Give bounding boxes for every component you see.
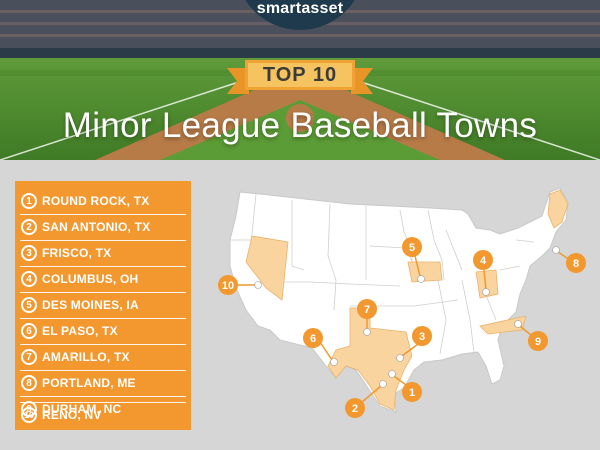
baseball-icon: [254, 281, 262, 289]
top-ten-label: TOP 10: [245, 60, 355, 90]
city-name: DURHAM, NC: [42, 402, 122, 416]
divider: [20, 344, 186, 345]
marker-label: 10: [222, 280, 234, 292]
marker-label: 1: [409, 387, 415, 399]
brand-name: smartasset: [256, 0, 344, 17]
marker-durham: 9: [514, 320, 548, 351]
marker-badge: [218, 275, 238, 295]
baseball-icon: [396, 354, 404, 362]
city-name: EL PASO, TX: [42, 324, 118, 338]
rank-number: 4: [21, 271, 37, 287]
ranking-item: 7 AMARILLO, TX: [21, 347, 185, 367]
baseball-icon: [482, 288, 490, 296]
city-name: RENO, NV: [42, 408, 102, 422]
us-mainland: [229, 187, 569, 413]
rank-number: 8: [21, 375, 37, 391]
ranking-item: 1 ROUND ROCK, TX: [21, 191, 185, 211]
marker-reno: 10: [218, 275, 262, 295]
ranking-item: 4 COLUMBUS, OH: [21, 269, 185, 289]
city-name: FRISCO, TX: [42, 246, 112, 260]
divider: [20, 318, 186, 319]
rank-number: 6: [21, 323, 37, 339]
rank-number: 3: [21, 245, 37, 261]
highlighted-states: [245, 189, 569, 411]
baseball-icon: [330, 358, 338, 366]
ranking-item: 8 PORTLAND, ME: [21, 373, 185, 393]
marker-portland: 8: [552, 246, 586, 273]
marker-badge: [528, 331, 548, 351]
ranking-item: 3 FRISCO, TX: [21, 243, 185, 263]
ranking-item: 10 RENO, NV: [21, 405, 185, 425]
marker-amarillo: 7: [357, 299, 377, 336]
marker-des-moines: 5: [402, 237, 425, 283]
marker-badge: [303, 328, 323, 348]
marker-badge: [357, 299, 377, 319]
rank-number: 1: [21, 193, 37, 209]
city-name: PORTLAND, ME: [42, 376, 136, 390]
marker-columbus: 4: [473, 250, 493, 296]
ranking-panel: 1 ROUND ROCK, TX 2 SAN ANTONIO, TX 3 FRISCO…: [15, 181, 191, 430]
city-name: AMARILLO, TX: [42, 350, 130, 364]
marker-label: 3: [419, 331, 425, 343]
divider: [20, 214, 186, 215]
divider: [20, 396, 186, 397]
baseball-icon: [552, 246, 560, 254]
marker-label: 2: [352, 403, 358, 415]
divider: [20, 292, 186, 293]
marker-san-antonio: 2: [345, 380, 387, 418]
divider: [20, 402, 186, 403]
divider: [20, 370, 186, 371]
marker-label: 5: [409, 242, 415, 254]
rank-number: 2: [21, 219, 37, 235]
state-iowa: [407, 261, 443, 283]
state-maine: [547, 189, 569, 229]
page-title: Minor League Baseball Towns: [62, 106, 538, 145]
us-map: 10 5 4 8 9 7 6 3: [218, 187, 586, 418]
marker-label: 8: [573, 258, 579, 270]
marker-badge: [412, 326, 432, 346]
ranking-item: 2 SAN ANTONIO, TX: [21, 217, 185, 237]
ranking-item: 5 DES MOINES, IA: [21, 295, 185, 315]
top-ten-ribbon: TOP 10: [227, 60, 373, 96]
state-nevada: [245, 235, 289, 301]
baseball-icon: [514, 320, 522, 328]
baseball-icon: [363, 328, 371, 336]
marker-badge: [473, 250, 493, 270]
marker-label: 7: [364, 304, 370, 316]
marker-label: 6: [310, 333, 316, 345]
city-name: ROUND ROCK, TX: [42, 194, 150, 208]
marker-label: 9: [535, 336, 541, 348]
rank-number: 5: [21, 297, 37, 313]
rank-number: 7: [21, 349, 37, 365]
state-north-carolina: [479, 315, 527, 335]
marker-badge: [566, 253, 586, 273]
baseball-icon: [379, 380, 387, 388]
divider: [20, 266, 186, 267]
baseball-icon: [417, 275, 425, 283]
marker-el-paso: 6: [303, 328, 338, 366]
ranking-item: 6 EL PASO, TX: [21, 321, 185, 341]
city-name: COLUMBUS, OH: [42, 272, 139, 286]
marker-badge: [402, 382, 422, 402]
divider: [20, 240, 186, 241]
header-banner: smartasset TOP 10 Minor League Baseball …: [0, 0, 600, 160]
city-name: SAN ANTONIO, TX: [42, 220, 151, 234]
marker-badge: [345, 398, 365, 418]
marker-frisco: 3: [396, 326, 432, 362]
city-name: DES MOINES, IA: [42, 298, 139, 312]
baseball-icon: [388, 370, 396, 378]
marker-round-rock: 1: [388, 370, 422, 402]
state-ohio: [475, 269, 499, 299]
marker-badge: [402, 237, 422, 257]
rank-number: 10: [21, 407, 37, 423]
marker-label: 4: [480, 255, 487, 267]
